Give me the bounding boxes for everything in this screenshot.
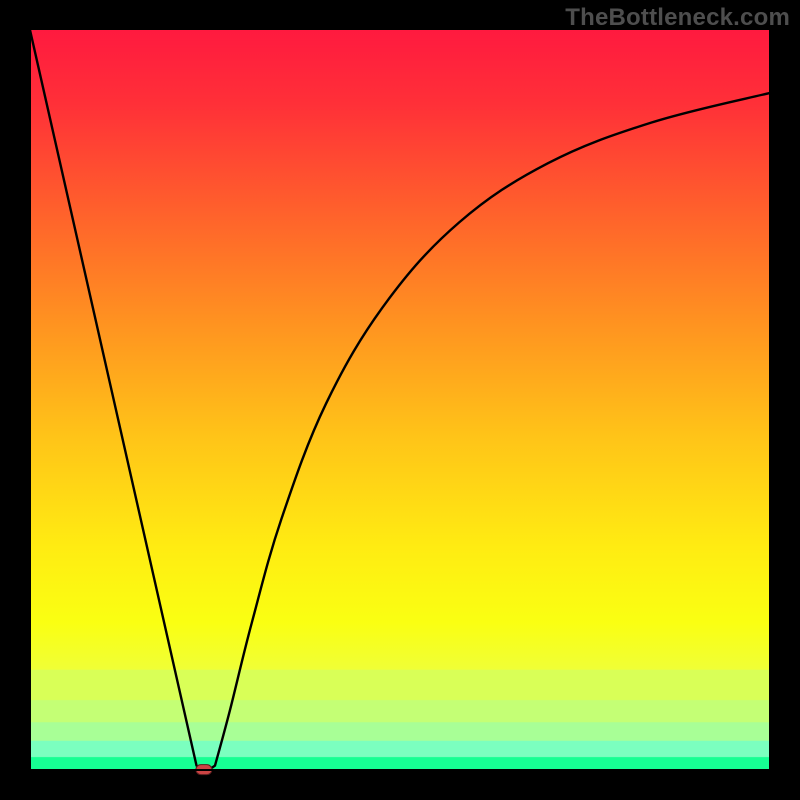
watermark-text: TheBottleneck.com (565, 4, 790, 32)
chart-container: { "watermark": { "text": "TheBottleneck.… (0, 0, 800, 800)
bottleneck-chart (0, 0, 800, 800)
plot-area (30, 30, 770, 770)
